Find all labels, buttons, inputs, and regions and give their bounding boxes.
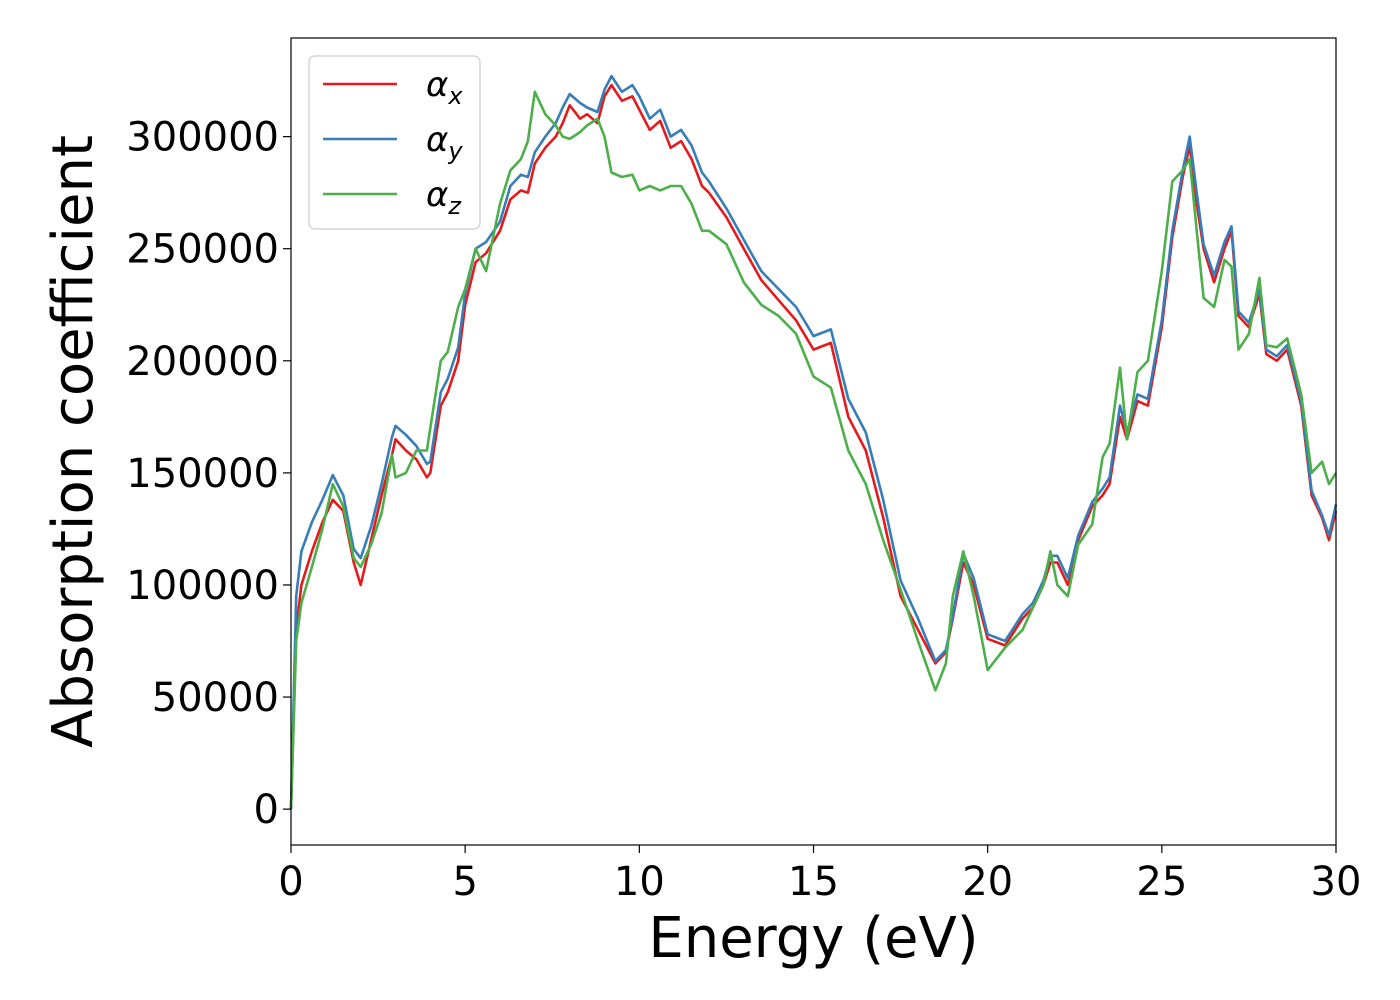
y-tick-label: 200000 <box>126 339 279 385</box>
x-tick-label: 10 <box>614 859 665 905</box>
y-tick-label: 50000 <box>152 675 279 721</box>
y-axis-title: Absorption coefficient <box>41 135 106 748</box>
series-line-y <box>289 74 1338 810</box>
legend-label-z: αz <box>426 175 462 220</box>
legend-label-y: αy <box>426 120 463 165</box>
x-axis: 0 5 10 15 20 25 30 <box>278 845 1361 905</box>
x-tick-label: 25 <box>1136 859 1187 905</box>
y-tick-label: 150000 <box>126 451 279 497</box>
legend-label-x: αx <box>426 65 463 110</box>
y-tick-label: 100000 <box>126 563 279 609</box>
legend-box <box>308 55 481 230</box>
x-tick-label: 30 <box>1311 859 1362 905</box>
x-tick-label: 5 <box>452 859 477 905</box>
x-tick-label: 20 <box>962 859 1013 905</box>
legend: αx αy αz <box>308 55 481 230</box>
y-tick-label: 300000 <box>126 115 279 161</box>
x-tick-label: 15 <box>788 859 839 905</box>
y-tick-label: 0 <box>254 787 279 833</box>
x-axis-title: Energy (eV) <box>648 906 978 971</box>
x-tick-label: 0 <box>278 859 303 905</box>
series-layer <box>289 74 1338 810</box>
series-line-z <box>289 90 1338 810</box>
series-line-x <box>289 83 1338 810</box>
y-axis: 0 50000 100000 150000 200000 250000 300000 <box>126 115 291 833</box>
y-tick-label: 250000 <box>126 227 279 273</box>
